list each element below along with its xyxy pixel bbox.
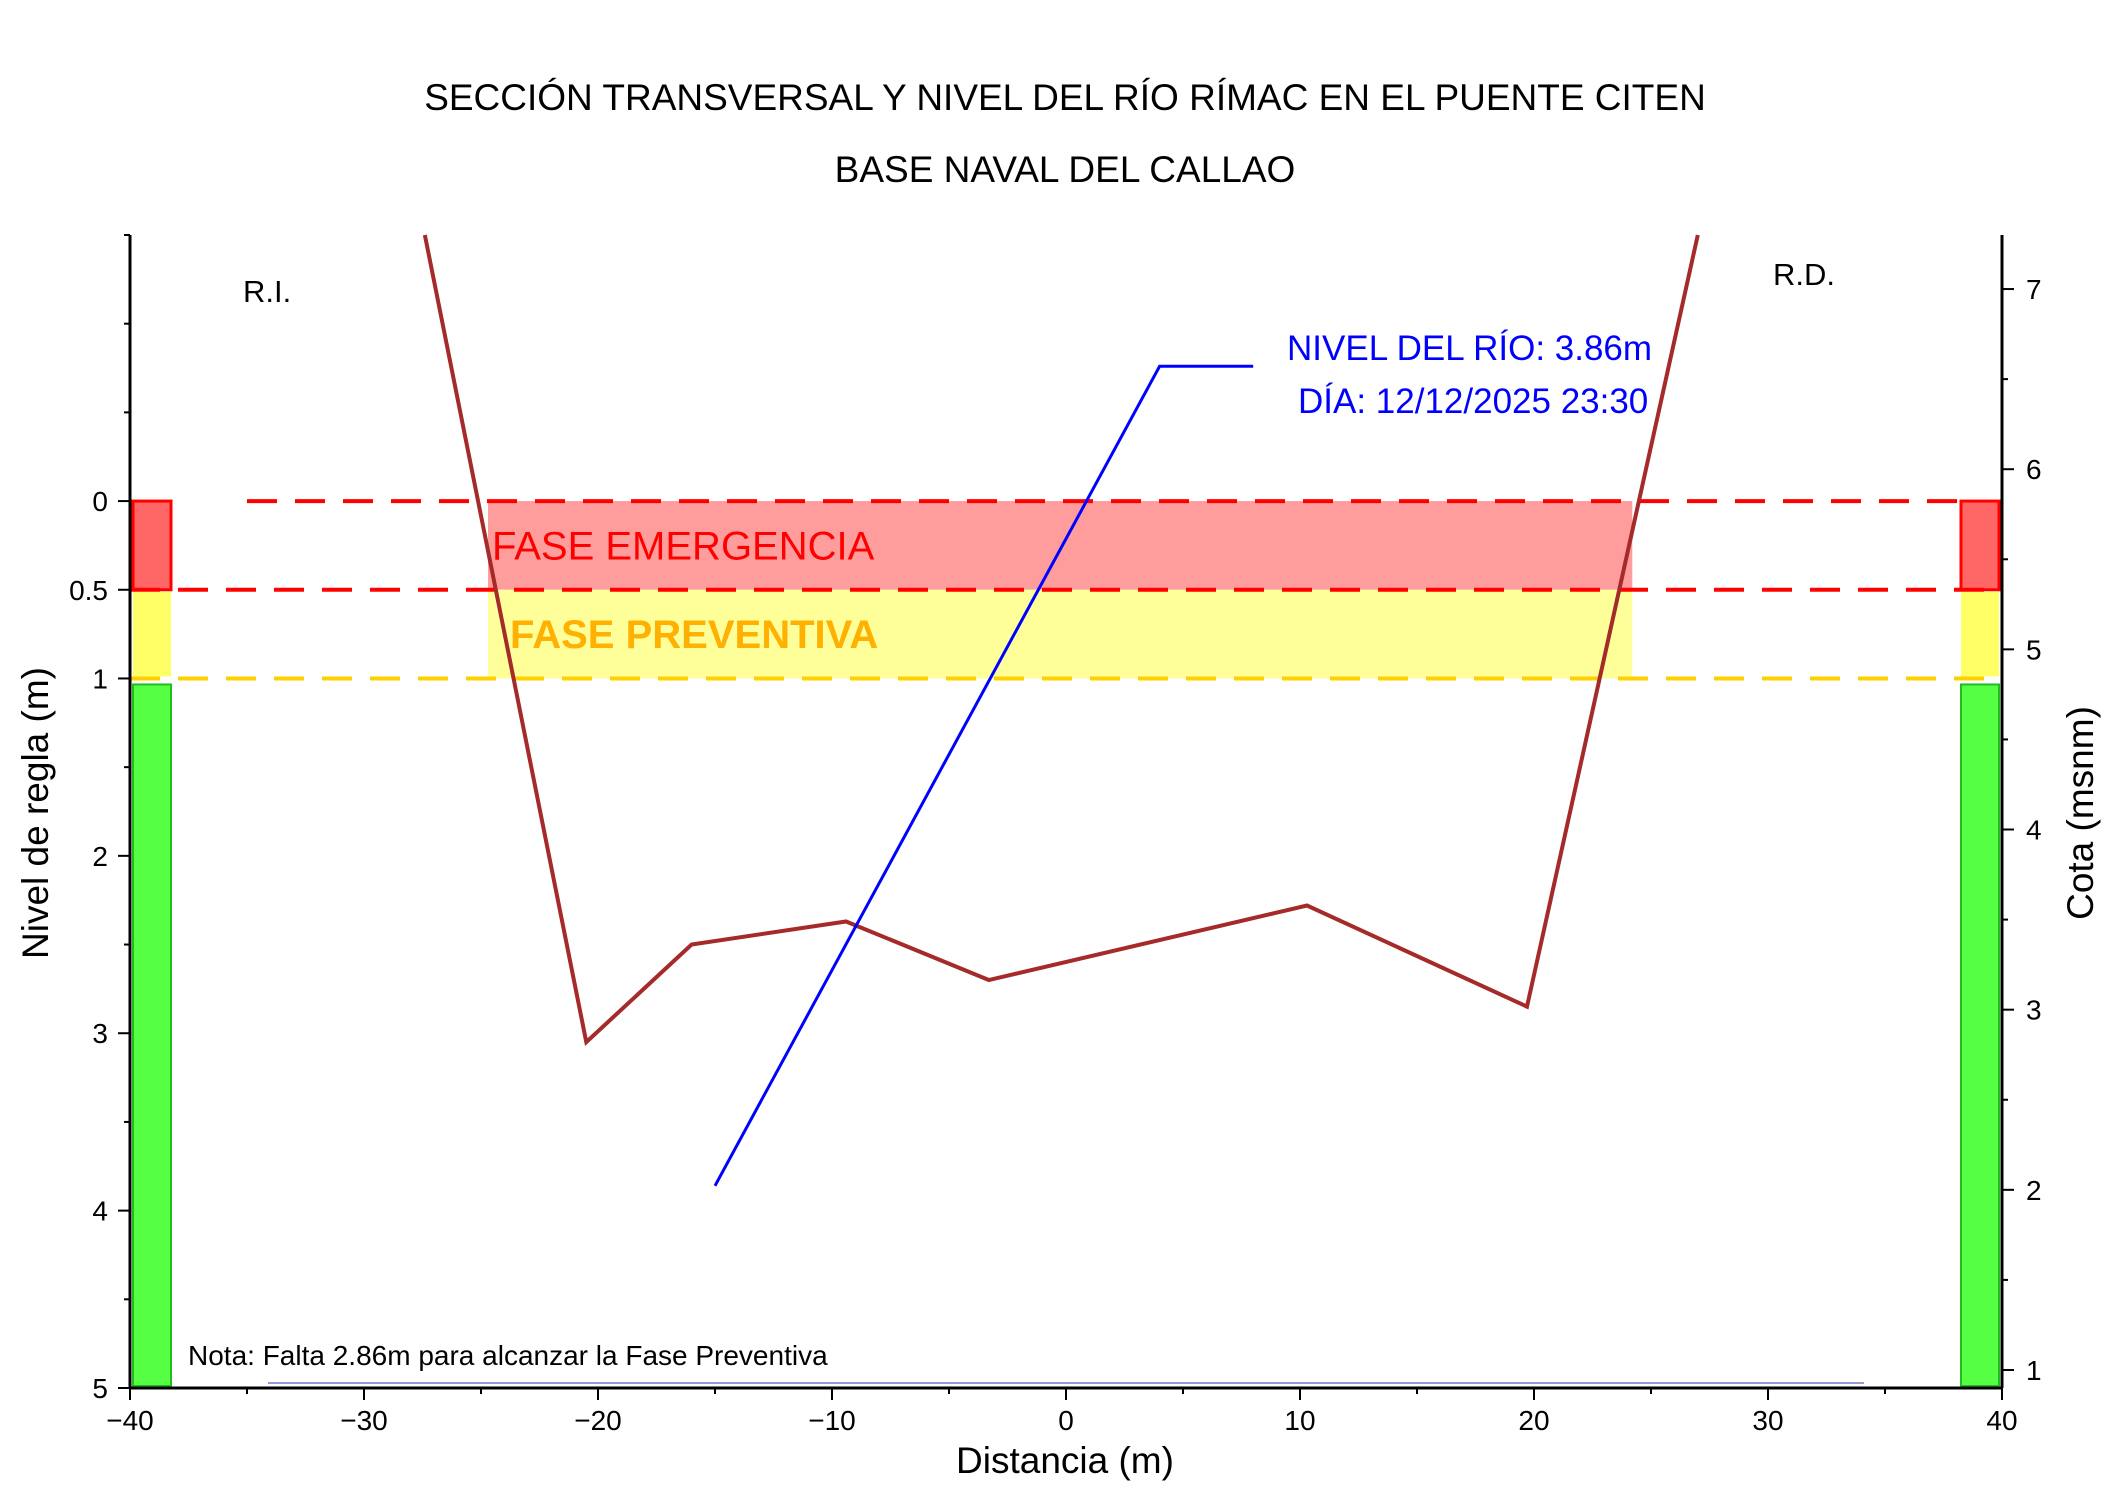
river-cross-section-line	[422, 234, 1700, 1046]
left-y-tick-label: 0.5	[69, 575, 108, 606]
left-normal-box	[132, 683, 172, 1387]
left-y-tick-label: 2	[92, 841, 108, 872]
river-level-text: NIVEL DEL RÍO: 3.86m	[1287, 329, 1652, 368]
emergency-band	[488, 501, 1633, 590]
left-y-tick-label: 5	[92, 1373, 108, 1404]
right-normal-box	[1960, 683, 2000, 1387]
right-preventive-box	[1961, 591, 1999, 677]
emergency-phase-label: FASE EMERGENCIA	[492, 524, 875, 568]
right-y-tick-label: 2	[2026, 1175, 2042, 1206]
x-tick-label: 30	[1752, 1405, 1783, 1436]
right-y-tick-label: 6	[2026, 454, 2042, 485]
right-y-tick-label: 5	[2026, 634, 2042, 665]
left-y-tick-label: 3	[92, 1018, 108, 1049]
x-tick-label: 10	[1284, 1405, 1315, 1436]
x-axis-label: Distancia (m)	[956, 1440, 1174, 1481]
left-y-axis-label: Nivel de regla (m)	[15, 667, 56, 959]
chart-title: SECCIÓN TRANSVERSAL Y NIVEL DEL RÍO RÍMA…	[424, 77, 1706, 118]
x-tick-label: 0	[1058, 1405, 1074, 1436]
chart-subtitle: BASE NAVAL DEL CALLAO	[835, 149, 1296, 190]
x-tick-label: −30	[340, 1405, 388, 1436]
left-y-tick-label: 0	[92, 486, 108, 517]
right-y-tick-label: 1	[2026, 1355, 2042, 1386]
threshold-bands	[488, 501, 1633, 679]
note-text: Nota: Falta 2.86m para alcanzar la Fase …	[188, 1340, 828, 1371]
side-indicator-boxes	[131, 499, 2001, 1387]
axes: −40 −30 −20 −10 0 10 20 30 40 0 0.5 1 2 3 4 5 1 2 3 4 5 6 7	[69, 234, 2042, 1436]
right-y-tick-label: 4	[2026, 815, 2042, 846]
left-emergency-box	[131, 499, 173, 592]
preventive-phase-label: FASE PREVENTIVA	[510, 613, 878, 657]
right-emergency-box	[1959, 499, 2001, 592]
x-tick-label: −10	[808, 1405, 856, 1436]
right-y-tick-label: 3	[2026, 995, 2042, 1026]
x-tick-label: 40	[1986, 1405, 2017, 1436]
river-level-indicator-line	[713, 364, 1254, 1187]
date-text: DÍA: 12/12/2025 23:30	[1298, 382, 1648, 421]
left-y-tick-label: 4	[92, 1196, 108, 1227]
preventive-band	[488, 589, 1633, 679]
left-y-tick-label: 1	[92, 663, 108, 694]
x-tick-label: 20	[1518, 1405, 1549, 1436]
left-bank-label: R.I.	[243, 274, 291, 309]
right-y-tick-label: 7	[2026, 274, 2042, 305]
right-bank-label: R.D.	[1773, 257, 1835, 292]
x-tick-label: −40	[106, 1405, 154, 1436]
threshold-lines	[130, 499, 2002, 681]
x-tick-label: −20	[574, 1405, 622, 1436]
left-preventive-box	[133, 591, 171, 677]
right-y-axis-label: Cota (msnm)	[2060, 706, 2101, 920]
